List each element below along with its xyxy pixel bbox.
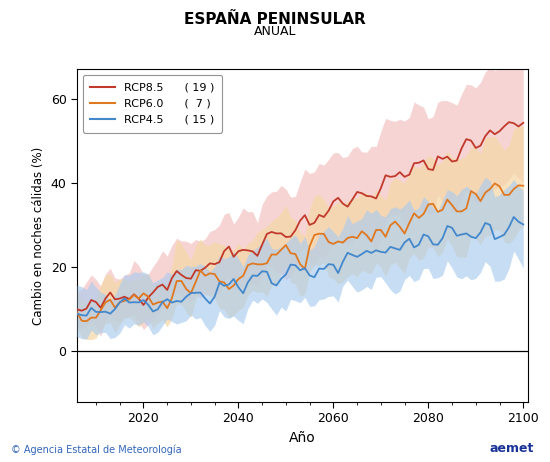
Text: ESPAÑA PENINSULAR: ESPAÑA PENINSULAR (184, 12, 366, 26)
Legend: RCP8.5      ( 19 ), RCP6.0      (  7 ), RCP4.5      ( 15 ): RCP8.5 ( 19 ), RCP6.0 ( 7 ), RCP4.5 ( 15… (82, 75, 222, 133)
Text: aemet: aemet (489, 442, 534, 455)
Y-axis label: Cambio en noches cálidas (%): Cambio en noches cálidas (%) (32, 146, 45, 325)
Text: ANUAL: ANUAL (254, 25, 296, 38)
X-axis label: Año: Año (289, 431, 316, 445)
Text: © Agencia Estatal de Meteorología: © Agencia Estatal de Meteorología (11, 444, 182, 455)
